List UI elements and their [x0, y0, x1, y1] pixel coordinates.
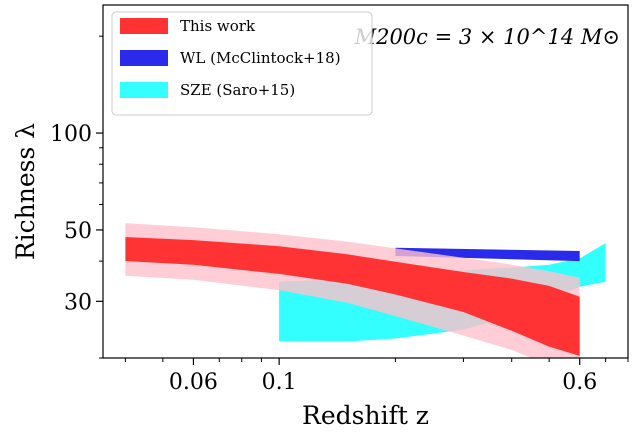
x-tick-label: 0.1 [262, 370, 297, 395]
legend-box [111, 11, 373, 116]
legend-entry-label: WL (McClintock+18) [180, 49, 341, 67]
x-tick-label: 0.06 [169, 370, 218, 395]
y-tick-label: 100 [50, 122, 92, 147]
chart-bands [125, 223, 606, 358]
y-tick-label: 50 [64, 219, 92, 244]
legend-swatch [120, 82, 168, 98]
mass-annotation: M200c = 3 × 10^14 M⊙ [354, 25, 620, 49]
legend-swatch [120, 18, 168, 34]
legend-entry-label: This work [180, 17, 256, 35]
y-tick-label: 30 [64, 290, 92, 315]
tick-labels: 0.06 0.1 0.6 30 50 100 [50, 122, 597, 395]
this-work-band [125, 237, 580, 356]
legend: This work WL (McClintock+18) SZE (Saro+15) [111, 11, 373, 116]
plot-frame [102, 4, 629, 359]
x-axis-title: Redshift z [302, 401, 429, 430]
legend-entry-label: SZE (Saro+15) [180, 81, 295, 99]
x-tick-label: 0.6 [562, 370, 597, 395]
axis-ticks [96, 35, 629, 365]
y-axis-title: Richness λ [11, 123, 40, 260]
wl-band [395, 247, 580, 262]
legend-swatch [120, 50, 168, 66]
